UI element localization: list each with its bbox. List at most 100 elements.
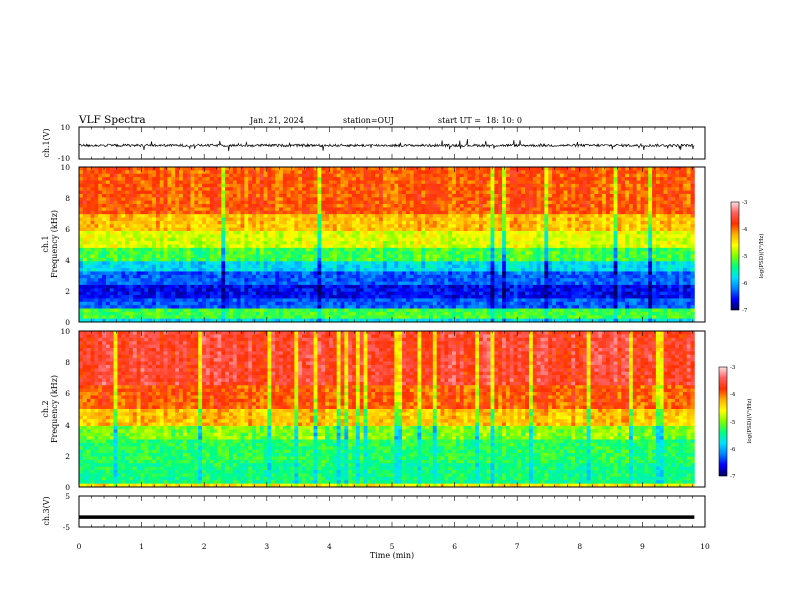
spectrogram-cell xyxy=(648,204,653,208)
spectrogram-cell xyxy=(228,234,234,239)
spectrogram-cell xyxy=(275,251,280,256)
spectrogram-cell xyxy=(167,204,172,208)
spectrogram-cell xyxy=(440,187,445,191)
spectrogram-cell xyxy=(340,234,345,239)
spectrogram-cell xyxy=(136,254,141,259)
spectrogram-cell xyxy=(336,264,341,269)
spectrogram-cell xyxy=(255,173,261,178)
spectrogram-cell xyxy=(228,254,234,259)
spectrogram-cell xyxy=(159,241,165,245)
spectrogram-cell xyxy=(194,227,199,232)
spectrogram-cell xyxy=(179,261,184,266)
spectrogram-cell xyxy=(459,237,464,242)
spectrogram-cell xyxy=(682,257,688,262)
spectrogram-cell xyxy=(502,264,507,269)
spectrogram-cell xyxy=(582,254,588,259)
spectrogram-cell xyxy=(421,200,426,205)
spectrogram-cell xyxy=(548,257,553,262)
spectrogram-cell xyxy=(440,210,445,215)
spectrogram-cell xyxy=(309,173,315,178)
spectrogram-cell xyxy=(628,261,634,266)
spectrogram-cell xyxy=(86,200,91,205)
spectrogram-cell xyxy=(690,180,695,185)
spectrogram-cell xyxy=(394,217,399,222)
spectrogram-cell xyxy=(563,177,568,181)
spectrogram-cell xyxy=(79,197,84,202)
spectrogram-cell xyxy=(498,190,503,195)
spectrogram-cell xyxy=(548,187,553,191)
spectrogram-cell xyxy=(517,214,522,218)
spectrogram-cell xyxy=(448,214,453,218)
spectrogram-cell xyxy=(244,167,249,171)
spectrogram-cell xyxy=(182,237,188,242)
spectrogram-cell xyxy=(575,244,580,249)
spectrogram-cell xyxy=(355,204,361,208)
spectrogram-cell xyxy=(317,231,322,235)
spectrogram-cell xyxy=(94,257,99,262)
spectrogram-cell xyxy=(455,183,461,188)
spectrogram-cell xyxy=(405,244,411,249)
spectrogram-cell xyxy=(152,268,157,272)
spectrogram-cell xyxy=(244,227,249,232)
spectrogram-cell xyxy=(79,204,84,208)
spectrogram-cell xyxy=(682,244,688,249)
spectrogram-cell xyxy=(652,210,657,215)
spectrogram-cell xyxy=(671,237,676,242)
spectrogram-cell xyxy=(459,254,464,259)
spectrogram-cell xyxy=(663,193,668,198)
spectrogram-cell xyxy=(328,244,334,249)
spectrogram-cell xyxy=(505,251,511,256)
spectrogram-cell xyxy=(105,237,111,242)
spectrogram-cell xyxy=(628,200,634,205)
spectrogram-cell xyxy=(317,187,322,191)
spectrogram-cell xyxy=(536,214,541,218)
spectrogram-cell xyxy=(82,237,88,242)
spectrogram-cell xyxy=(640,234,645,239)
spectrogram-cell xyxy=(378,224,384,229)
spectrogram-cell xyxy=(502,247,507,252)
spectrogram-cell xyxy=(259,217,265,222)
spectrogram-cell xyxy=(448,241,453,245)
spectrogram-cell xyxy=(690,183,695,188)
spectrogram-cell xyxy=(498,167,503,171)
spectrogram-cell xyxy=(340,268,345,272)
spectrogram-cell xyxy=(352,220,357,225)
spectrogram-cell xyxy=(563,167,568,171)
spectrogram-cell xyxy=(440,264,445,269)
spectrogram-cell xyxy=(332,190,338,195)
spectrogram-cell xyxy=(217,214,222,218)
spectrogram-cell xyxy=(136,234,141,239)
spectrogram-cell xyxy=(544,254,549,259)
spectrogram-cell xyxy=(459,183,464,188)
spectrogram-cell xyxy=(79,241,84,245)
spectrogram-cell xyxy=(655,187,661,191)
spectrogram-cell xyxy=(405,214,411,218)
spectrogram-cell xyxy=(182,217,188,222)
spectrogram-cell xyxy=(121,167,126,171)
spectrogram-cell xyxy=(505,190,511,195)
spectrogram-cell xyxy=(390,190,395,195)
spectrogram-cell xyxy=(617,183,622,188)
spectrogram-cell xyxy=(228,251,234,256)
spectrogram-cell xyxy=(667,180,672,185)
spectrogram-cell xyxy=(452,170,457,175)
spectrogram-cell xyxy=(140,177,145,181)
spectrogram-cell xyxy=(90,167,95,171)
spectrogram-cell xyxy=(463,190,468,195)
spectrogram-cell xyxy=(686,177,691,181)
spectrogram-cell xyxy=(436,170,441,175)
spectrogram-cell xyxy=(90,257,95,262)
spectrogram-cell xyxy=(571,241,576,245)
spectrogram-cell xyxy=(598,254,603,259)
spectrogram-cell xyxy=(648,227,653,232)
spectrogram-cell xyxy=(467,207,472,212)
spectrogram-cell xyxy=(248,231,253,235)
spectrogram-cell xyxy=(378,241,384,245)
spectrogram-cell xyxy=(486,247,491,252)
spectrogram-cell xyxy=(598,227,603,232)
spectrogram-cell xyxy=(125,193,130,198)
spectrogram-cell xyxy=(571,193,576,198)
spectrogram-cell xyxy=(405,251,411,256)
spectrogram-cell xyxy=(198,251,203,256)
